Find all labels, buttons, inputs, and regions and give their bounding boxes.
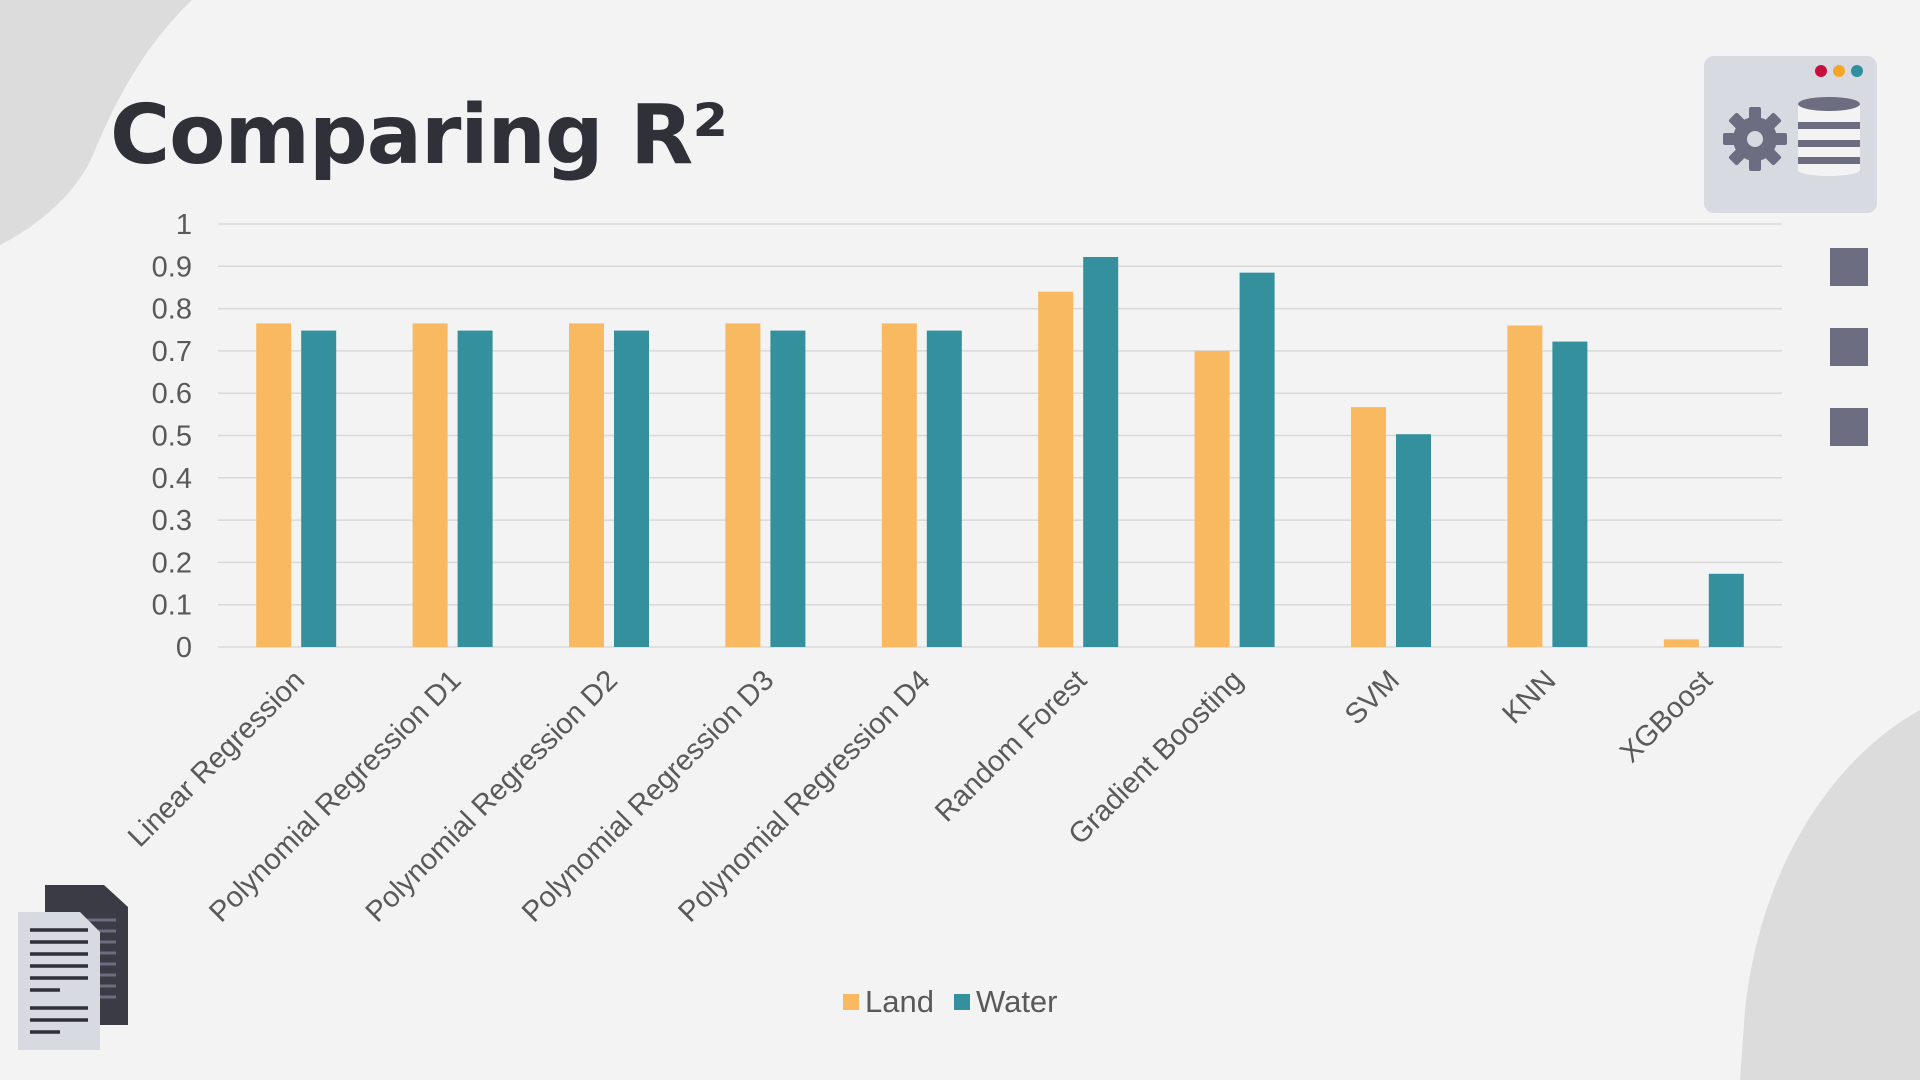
legend-item-water: Water — [953, 984, 1058, 1020]
chart-legend: Land Water — [843, 984, 1058, 1020]
x-category-label: Polynomial Regression D4 — [672, 664, 936, 928]
y-tick-label: 0.5 — [152, 421, 192, 453]
x-category-label: XGBoost — [1614, 664, 1719, 769]
square-icon — [1830, 248, 1868, 286]
square-icon — [1830, 408, 1868, 446]
y-tick-label: 0.3 — [152, 505, 192, 537]
legend-swatch — [843, 994, 859, 1010]
grid-lines — [218, 223, 1782, 648]
bar-water — [457, 330, 493, 647]
bar-land — [1038, 291, 1074, 647]
y-tick-label: 1 — [176, 209, 192, 241]
settings-database-graphic — [1723, 65, 1863, 176]
bar-land — [1663, 639, 1699, 647]
window-dot-teal — [1851, 65, 1863, 77]
x-category-label: Polynomial Regression D3 — [516, 664, 780, 928]
y-tick-label: 0.8 — [152, 294, 192, 326]
bar-water — [1552, 341, 1588, 647]
bar-water — [1239, 272, 1275, 647]
y-axis-ticks: 0 0.1 0.2 0.3 0.4 0.5 0.6 0.7 0.8 0.9 1 — [152, 209, 192, 664]
bar-water — [770, 330, 806, 647]
x-category-label: SVM — [1339, 664, 1406, 731]
bar-land — [569, 323, 604, 647]
bars — [256, 256, 1744, 647]
bar-land — [1194, 350, 1230, 647]
bar-land — [256, 323, 292, 647]
bar-land — [881, 323, 917, 647]
bar-water — [1708, 573, 1744, 647]
window-dot-yellow — [1833, 65, 1845, 77]
bar-water — [1083, 256, 1119, 647]
y-tick-label: 0.2 — [152, 547, 192, 579]
y-tick-label: 0.1 — [152, 590, 192, 622]
bar-land — [1507, 325, 1543, 647]
y-tick-label: 0.7 — [152, 336, 192, 368]
database-icon — [1798, 97, 1860, 176]
y-tick-label: 0.9 — [152, 251, 192, 283]
window-dot-red — [1815, 65, 1827, 77]
square-icon — [1830, 328, 1868, 366]
bar-land — [412, 323, 448, 647]
y-tick-label: 0.4 — [152, 463, 192, 495]
bar-water — [614, 330, 649, 647]
x-category-label: Polynomial Regression D2 — [360, 664, 624, 928]
x-category-label: KNN — [1496, 664, 1562, 730]
legend-label: Land — [865, 984, 934, 1019]
y-tick-label: 0 — [176, 632, 192, 664]
bar-water — [926, 330, 962, 647]
x-category-label: Linear Regression — [122, 664, 311, 853]
gear-icon — [1723, 107, 1787, 171]
bar-land — [1351, 407, 1386, 647]
slide-title: Comparing R² — [110, 88, 728, 183]
settings-database-icon — [1704, 56, 1877, 213]
bar-land — [725, 323, 761, 647]
bar-chart: 0 0.1 0.2 0.3 0.4 0.5 0.6 0.7 0.8 0.9 1 Linear Reg… — [122, 209, 1782, 929]
legend-item-land: Land — [843, 984, 934, 1020]
x-category-label: Gradient Boosting — [1063, 664, 1250, 851]
legend-swatch — [953, 994, 970, 1010]
x-category-label: Random Forest — [929, 664, 1093, 828]
background-shape-top-left — [0, 0, 192, 245]
bar-water — [301, 330, 337, 647]
documents-icon — [18, 885, 128, 1050]
background-shape-bottom-right — [1740, 710, 1920, 1080]
y-tick-label: 0.6 — [152, 378, 192, 410]
legend-label: Water — [975, 984, 1058, 1019]
bar-water — [1396, 434, 1431, 647]
x-category-label: Polynomial Regression D1 — [203, 664, 467, 928]
